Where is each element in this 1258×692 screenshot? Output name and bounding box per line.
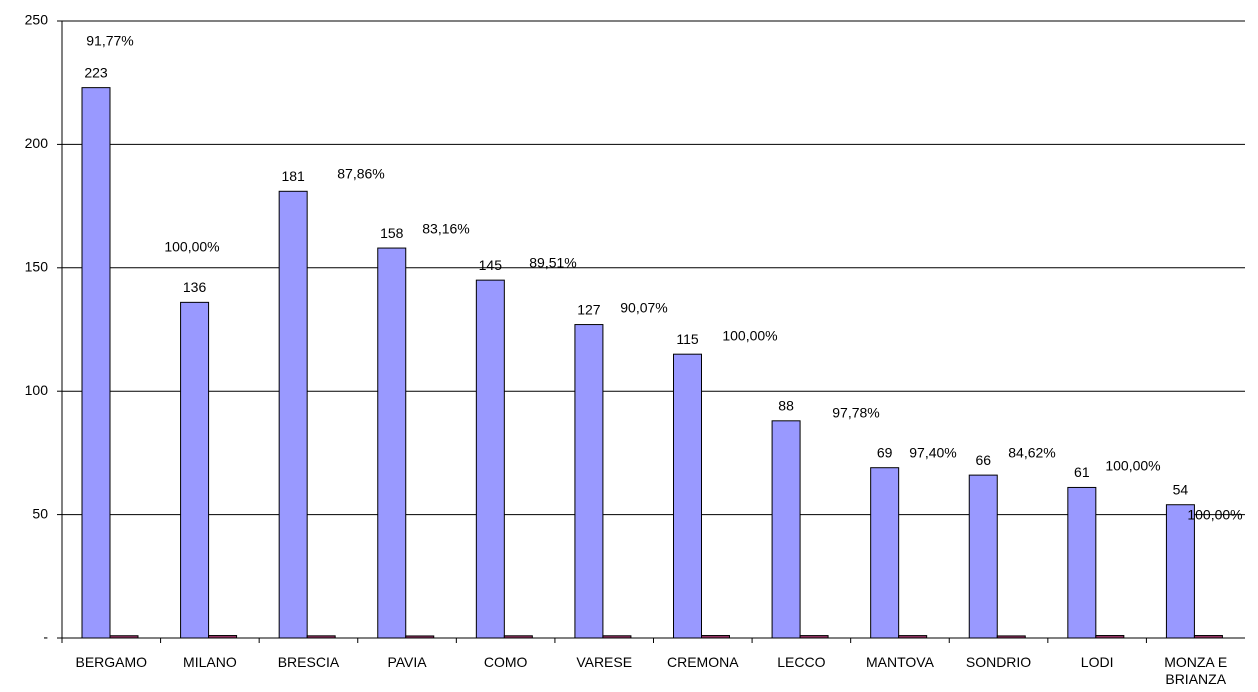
bar [968,474,998,639]
value-label: 89,51% [529,255,576,271]
value-label: 115 [676,331,699,347]
bar [574,324,604,639]
y-tick-label: 200 [25,135,49,151]
value-label: 87,86% [337,166,384,182]
value-label: 97,40% [909,445,956,461]
x-tick-label: COMO [483,654,528,670]
value-label: 91,77% [86,33,133,49]
y-tick-label: 250 [25,12,49,28]
x-tick-label: CREMONA [667,654,739,670]
bar [81,87,111,639]
bar [475,279,505,639]
y-tick-label: - [43,629,48,645]
bar [870,467,900,639]
bar [278,190,308,639]
value-label: 90,07% [620,300,667,316]
x-tick-label: PAVIA [387,654,427,670]
x-tick-label: MILANO [183,654,237,670]
bar [771,420,801,639]
value-label: 136 [183,279,207,295]
value-label: 100,00% [722,328,777,344]
x-tick-label: BERGAMO [75,654,148,670]
value-label: 97,78% [832,405,879,421]
x-tick-label: LODI [1080,654,1114,670]
x-tick-label: LECCO [777,654,826,670]
value-label: 100,00% [164,239,219,255]
value-label: 84,62% [1008,445,1055,461]
value-label: 54 [1173,481,1189,497]
value-label: 66 [975,452,991,468]
x-tick-label: MONZA E BRIANZA [1164,654,1228,687]
value-label: 127 [577,301,601,317]
value-label: 69 [877,444,893,460]
x-tick-label: BRESCIA [277,654,340,670]
bar [180,301,210,639]
value-label: 61 [1074,464,1090,480]
y-tick-label: 100 [25,382,49,398]
value-label: 181 [281,168,305,184]
x-tick-label: SONDRIO [965,654,1032,670]
value-label: 223 [84,64,108,80]
bar [673,353,702,639]
bar [1067,486,1097,639]
value-label: 158 [380,225,404,241]
value-label: 83,16% [422,221,469,237]
y-tick-label: 50 [32,505,48,521]
value-label: 88 [778,398,794,414]
bar [1165,504,1195,639]
value-label: 145 [479,257,503,273]
y-tick-label: 150 [25,259,49,275]
x-tick-label: VARESE [576,654,633,670]
value-label: 100,00% [1187,507,1242,523]
value-label: 100,00% [1105,458,1160,474]
x-tick-label: MANTOVA [865,654,934,670]
bar [377,247,407,639]
